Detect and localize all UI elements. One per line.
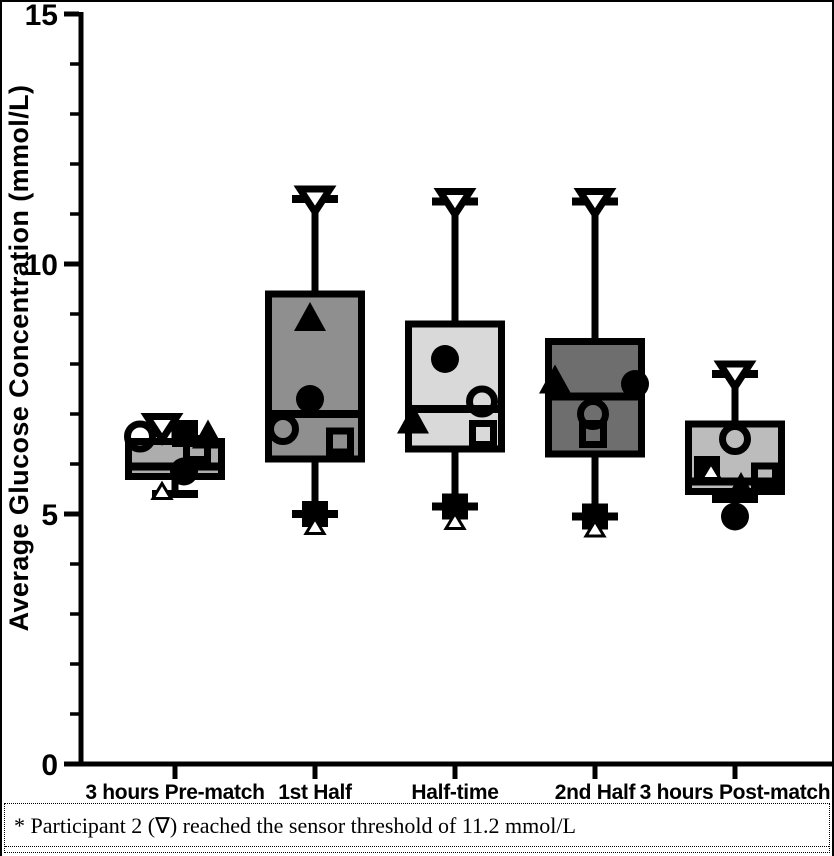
marker-small-open-triangle <box>583 518 607 538</box>
marker-open-circle <box>466 385 498 418</box>
marker-filled-circle <box>621 370 649 398</box>
y-axis-title: Average Glucose Concentration (mmol/L) <box>4 85 34 632</box>
marker-filled-triangle <box>539 364 571 394</box>
marker-open-inverted-triangle <box>140 413 184 446</box>
marker-filled-circle <box>170 457 198 486</box>
marker-open-square <box>579 420 607 448</box>
marker-filled-triangle <box>397 404 429 434</box>
marker-small-open-triangle <box>303 515 327 535</box>
marker-filled-circle <box>431 345 459 373</box>
footnote-text: * Participant 2 (∇) reached the sensor t… <box>14 813 576 838</box>
marker-filled-circle <box>721 502 749 531</box>
marker-filled-triangle <box>725 472 757 501</box>
marker-open-square <box>183 435 211 463</box>
y-tick-label: 10 <box>25 249 58 282</box>
marker-open-circle <box>719 423 751 455</box>
marker-open-inverted-triangle <box>573 188 617 221</box>
boxplot-chart: 0 5 10 15 Average Glucose Concentration (mmo… <box>4 2 834 804</box>
footnote-box: * Participant 2 (∇) reached the sensor t… <box>4 803 830 853</box>
y-tick-label: 0 <box>41 749 58 782</box>
x-category-label-3-hours-post-match: 3 hours Post-match <box>640 781 831 804</box>
marker-open-circle <box>124 420 156 453</box>
y-tick-label: 5 <box>41 499 58 532</box>
marker-small-open-triangle <box>699 460 723 480</box>
marker-open-inverted-triangle <box>713 360 757 394</box>
y-tick-label: 15 <box>25 2 58 32</box>
marker-open-inverted-triangle <box>293 185 337 219</box>
marker-small-open-triangle <box>443 510 467 530</box>
marker-open-circle <box>267 413 299 445</box>
marker-open-square <box>751 462 779 491</box>
marker-open-inverted-triangle <box>433 188 477 221</box>
box-1st-half <box>265 195 365 518</box>
footnote-divider <box>5 846 829 847</box>
marker-open-square <box>469 420 497 448</box>
marker-small-open-triangle <box>150 480 174 500</box>
marker-open-square <box>326 427 354 456</box>
box-2nd-half <box>545 197 645 521</box>
x-category-label-3-hours-pre-match: 3 hours Pre-match <box>85 781 264 804</box>
x-category-label-half-time: Half-time <box>411 781 498 804</box>
marker-filled-triangle <box>294 302 326 331</box>
x-category-label-1st-half: 1st Half <box>278 781 353 804</box>
x-category-label-2nd-half: 2nd Half <box>555 781 637 804</box>
marker-filled-circle <box>296 385 324 413</box>
